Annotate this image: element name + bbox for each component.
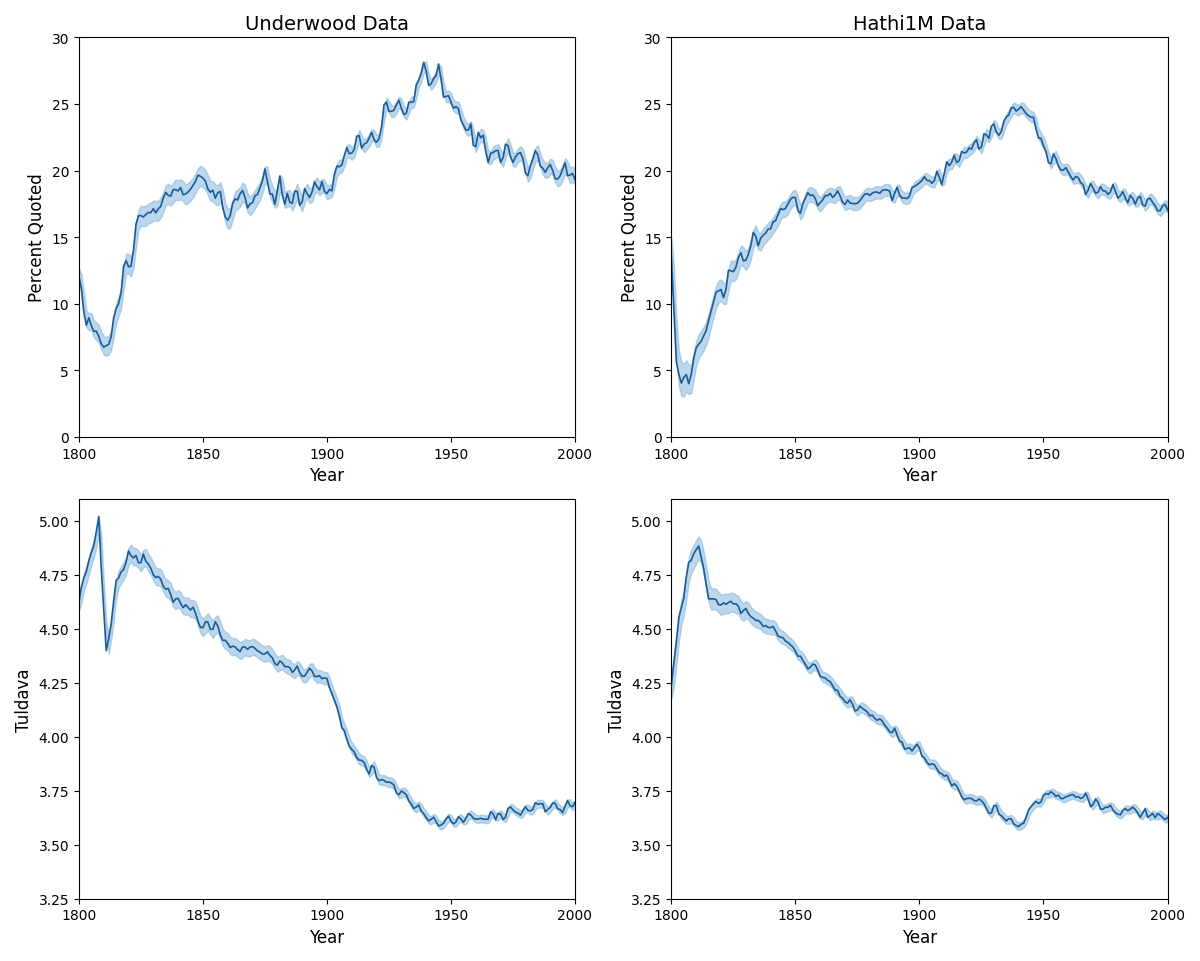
X-axis label: Year: Year bbox=[902, 928, 937, 946]
Y-axis label: Tuldava: Tuldava bbox=[14, 668, 34, 731]
Y-axis label: Tuldava: Tuldava bbox=[607, 668, 625, 731]
Title: Hathi1M Data: Hathi1M Data bbox=[853, 15, 986, 34]
X-axis label: Year: Year bbox=[310, 928, 344, 946]
Y-axis label: Percent Quoted: Percent Quoted bbox=[620, 174, 638, 302]
X-axis label: Year: Year bbox=[902, 467, 937, 484]
X-axis label: Year: Year bbox=[310, 467, 344, 484]
Y-axis label: Percent Quoted: Percent Quoted bbox=[28, 174, 46, 302]
Title: Underwood Data: Underwood Data bbox=[245, 15, 409, 34]
